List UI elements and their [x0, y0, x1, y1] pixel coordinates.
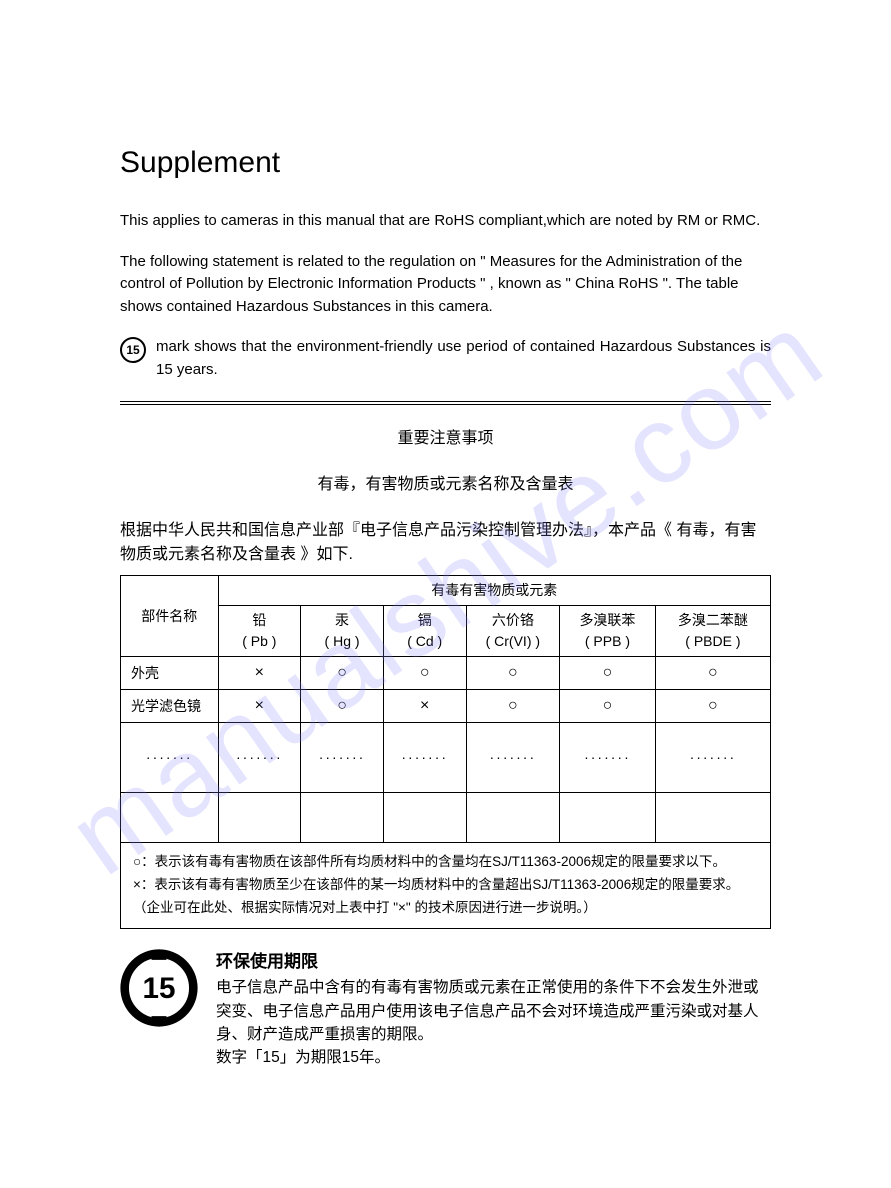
svg-text:15: 15 — [143, 972, 176, 1005]
divider — [120, 401, 771, 405]
legend-line-3: （企业可在此处、根据实际情况对上表中打 "×" 的技术原因进行进一步说明。） — [133, 897, 758, 920]
col-group: 有毒有害物质或元素 — [218, 576, 771, 606]
intro-paragraph: This applies to cameras in this manual t… — [120, 210, 771, 233]
table-row-dots: ······· ······· ······· ······· ······· … — [121, 723, 771, 793]
page-title: Supplement — [120, 140, 771, 185]
table-legend-row: ○：表示该有毒有害物质在该部件所有均质材料中的含量均在SJ/T11363-200… — [121, 843, 771, 929]
efup-body: 电子信息产品中含有的有毒有害物质或元素在正常使用的条件下不会发生外泄或突变、电子… — [216, 976, 771, 1046]
efup-footer: 15 环保使用期限 电子信息产品中含有的有毒有害物质或元素在正常使用的条件下不会… — [120, 949, 771, 1070]
col-ppb: 多溴联苯( PPB ) — [560, 606, 656, 657]
efup-icon-large: 15 — [120, 949, 198, 1027]
table-row-empty — [121, 793, 771, 843]
table-row: 外壳 × ○ ○ ○ ○ ○ — [121, 657, 771, 690]
efup-title: 环保使用期限 — [216, 949, 771, 975]
mark-text: mark shows that the environment-friendly… — [156, 336, 771, 381]
mark-paragraph: 15 mark shows that the environment-frien… — [120, 336, 771, 381]
col-part: 部件名称 — [121, 576, 219, 657]
zh-heading-1: 重要注意事项 — [120, 427, 771, 451]
legend-line-2: ×：表示该有毒有害物质至少在该部件的某一均质材料中的含量超出SJ/T11363-… — [133, 874, 758, 897]
table-row: 光学滤色镜 × ○ × ○ ○ ○ — [121, 690, 771, 723]
col-hg: 汞( Hg ) — [301, 606, 384, 657]
zh-intro: 根据中华人民共和国信息产业部『电子信息产品污染控制管理办法』，本产品《 有毒，有… — [120, 519, 771, 567]
efup-icon-small: 15 — [120, 337, 146, 363]
col-cd: 镉( Cd ) — [383, 606, 466, 657]
col-pb: 铅( Pb ) — [218, 606, 301, 657]
efup-tail: 数字「15」为期限15年。 — [216, 1046, 771, 1069]
legend-line-1: ○：表示该有毒有害物质在该部件所有均质材料中的含量均在SJ/T11363-200… — [133, 851, 758, 874]
zh-heading-2: 有毒，有害物质或元素名称及含量表 — [120, 473, 771, 497]
statement-paragraph: The following statement is related to th… — [120, 251, 771, 319]
col-pbde: 多溴二苯醚( PBDE ) — [655, 606, 770, 657]
hazardous-substances-table: 部件名称 有毒有害物质或元素 铅( Pb ) 汞( Hg ) 镉( Cd ) 六… — [120, 575, 771, 929]
col-cr: 六价铬( Cr(VI) ) — [466, 606, 560, 657]
